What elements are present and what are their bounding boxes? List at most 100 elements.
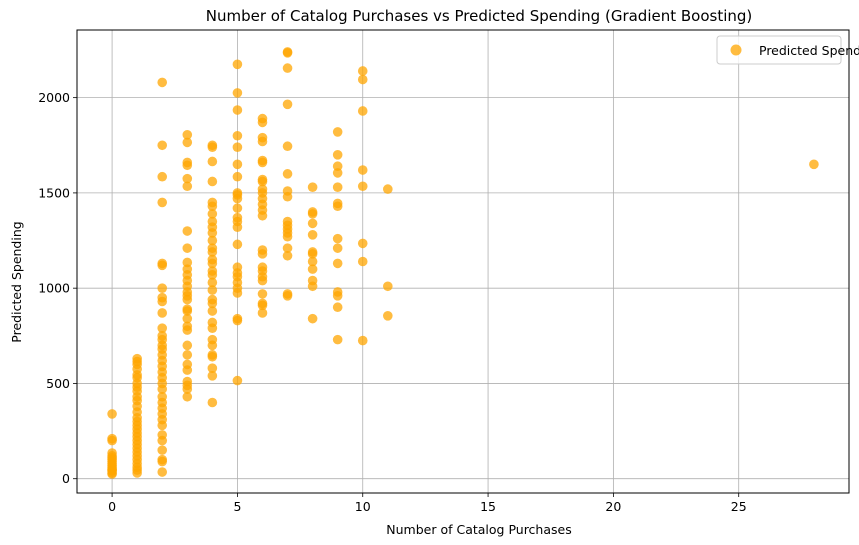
y-tick-label: 1500 (38, 185, 70, 200)
data-point (182, 365, 193, 375)
data-point (207, 258, 218, 269)
data-point (257, 136, 268, 147)
data-point (307, 249, 318, 259)
data-point (357, 106, 368, 116)
data-point (282, 250, 293, 261)
data-point (332, 258, 343, 269)
data-point (182, 313, 193, 324)
data-point (207, 351, 218, 362)
data-point (207, 209, 218, 219)
legend: Predicted Spending (716, 35, 859, 65)
data-point (232, 375, 243, 386)
data-point (232, 203, 243, 213)
data-point (207, 270, 218, 280)
data-point (207, 285, 218, 295)
data-point (182, 340, 193, 351)
data-point (282, 231, 293, 242)
data-point (383, 311, 393, 321)
data-point (257, 308, 268, 318)
data-point (182, 325, 193, 335)
data-point (357, 74, 368, 85)
data-point (157, 283, 168, 293)
grid-lines (77, 30, 849, 493)
data-point (282, 169, 293, 179)
data-point (232, 142, 243, 152)
data-point (157, 420, 168, 431)
data-point (182, 181, 193, 192)
data-point (282, 141, 293, 152)
data-point (332, 290, 343, 301)
data-point (232, 315, 243, 326)
data-point (357, 165, 368, 175)
data-point (207, 371, 218, 381)
data-point (207, 156, 218, 167)
data-point (232, 288, 243, 298)
data-point (207, 142, 218, 152)
data-point (207, 306, 218, 316)
data-point (157, 296, 168, 307)
y-tick-label: 500 (46, 376, 70, 391)
chart-title: Number of Catalog Purchases vs Predicted… (206, 7, 753, 25)
y-tick-label: 2000 (38, 90, 70, 105)
data-point (157, 77, 168, 88)
data-point (357, 181, 368, 192)
data-point (282, 99, 293, 110)
data-point (332, 233, 343, 244)
data-point (257, 210, 268, 221)
data-point (232, 130, 243, 141)
data-point (182, 160, 193, 171)
data-point (157, 435, 168, 446)
legend-marker (730, 44, 742, 56)
data-point (257, 176, 268, 187)
data-point (809, 159, 819, 170)
x-tick-label: 5 (233, 499, 241, 514)
data-point (357, 335, 368, 346)
data-point (207, 323, 218, 333)
data-point (182, 173, 193, 184)
data-point (257, 157, 268, 168)
data-point (207, 235, 218, 246)
data-point (207, 201, 218, 212)
data-point (307, 281, 318, 292)
data-point (182, 294, 193, 305)
data-point (332, 201, 343, 212)
data-point (307, 182, 318, 192)
data-point (357, 256, 368, 267)
data-point (182, 137, 193, 148)
legend-label: Predicted Spending (759, 43, 859, 58)
data-point (232, 239, 243, 250)
data-point (332, 127, 343, 137)
data-point (307, 218, 318, 229)
data-point (307, 264, 318, 274)
data-point (307, 209, 318, 219)
data-point (157, 456, 168, 467)
data-point (182, 226, 193, 236)
data-point (332, 243, 343, 253)
data-point (182, 257, 193, 268)
data-point (132, 468, 142, 478)
x-tick-label: 20 (605, 499, 621, 514)
data-point (257, 249, 268, 259)
data-point (157, 445, 168, 455)
data-point (157, 197, 168, 208)
data-point (157, 171, 168, 182)
data-point (282, 191, 293, 202)
data-point (332, 168, 343, 178)
data-point (207, 277, 218, 288)
x-tick-label: 10 (355, 499, 371, 514)
data-point (182, 391, 193, 402)
data-point (383, 281, 393, 292)
legend-box (716, 35, 842, 65)
data-point (282, 290, 293, 301)
data-point (307, 256, 318, 267)
y-tick-label: 1000 (38, 281, 70, 296)
data-point (257, 289, 268, 299)
data-point (207, 340, 218, 351)
data-point (332, 334, 343, 345)
data-point (357, 66, 368, 76)
data-point (257, 117, 268, 128)
data-point (107, 469, 117, 479)
data-point (357, 238, 368, 249)
